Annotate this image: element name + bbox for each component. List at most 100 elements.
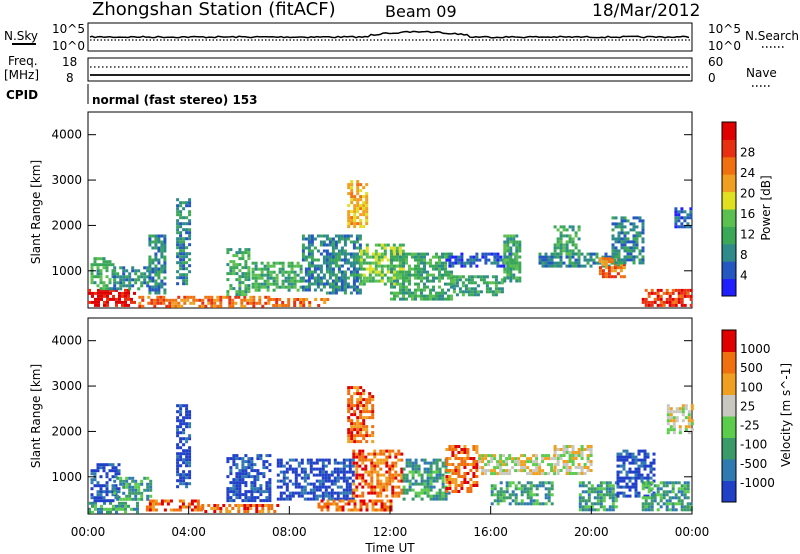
power-cell [352, 288, 356, 292]
velocity-cell [568, 451, 572, 454]
power-cell [556, 252, 560, 256]
power-cell [350, 186, 354, 190]
velocity-cell [385, 482, 389, 486]
power-cell [307, 240, 311, 244]
power-cell [122, 278, 126, 282]
velocity-cell [356, 419, 360, 423]
power-cell [680, 294, 684, 298]
power-cell [154, 252, 158, 256]
power-cell [179, 276, 183, 280]
power-cell [420, 261, 423, 265]
power-cell [674, 219, 678, 223]
velocity-cell [662, 484, 666, 488]
power-cell [94, 303, 97, 307]
power-cell [611, 234, 615, 238]
power-cell [349, 261, 353, 265]
power-cell [365, 267, 369, 271]
power-cell [322, 273, 326, 277]
power-cell [426, 276, 429, 280]
velocity-cell [362, 392, 366, 396]
velocity-cell [628, 467, 632, 471]
velocity-cell [656, 493, 660, 497]
power-cell [598, 266, 602, 270]
velocity-cell [362, 410, 366, 414]
power-cell [163, 258, 167, 262]
power-cell [452, 284, 456, 288]
velocity-cell [414, 482, 418, 486]
velocity-cell [611, 502, 615, 506]
velocity-cell [355, 461, 359, 465]
velocity-cell [285, 494, 289, 498]
velocity-cell [668, 496, 672, 500]
power-cell [541, 258, 545, 262]
power-cell [541, 264, 545, 268]
power-cell [417, 285, 420, 289]
velocity-cell [565, 469, 569, 472]
velocity-cell [574, 451, 578, 454]
velocity-cell [562, 451, 566, 454]
velocity-cell [235, 496, 239, 500]
velocity-cell [535, 484, 539, 488]
power-cell [414, 291, 417, 295]
power-cell [219, 304, 223, 308]
velocity-cell [176, 458, 180, 462]
velocity-cell [96, 499, 100, 503]
velocity-cell [321, 470, 325, 474]
velocity-cell [250, 499, 254, 503]
power-cell [131, 266, 135, 270]
power-cell [88, 291, 91, 295]
velocity-cell [121, 501, 124, 505]
velocity-cell [684, 425, 688, 429]
velocity-cell [128, 497, 132, 501]
power-cell [118, 291, 121, 295]
velocity-cell [672, 410, 676, 414]
velocity-cell [196, 505, 200, 509]
velocity-cell [345, 494, 349, 498]
power-cell [635, 231, 639, 235]
power-cell [452, 281, 456, 285]
velocity-cell [244, 481, 248, 485]
power-cell [355, 234, 359, 238]
power-cell [614, 255, 618, 259]
velocity-cell [253, 463, 257, 467]
velocity-cell [130, 507, 133, 511]
power-cell [512, 258, 516, 262]
velocity-cell [241, 469, 245, 473]
power-cell [616, 266, 620, 270]
power-cell [420, 252, 423, 256]
velocity-cell [176, 431, 180, 435]
power-cell [644, 297, 648, 301]
power-cell [479, 278, 483, 282]
velocity-cell [493, 457, 497, 461]
velocity-cell [364, 455, 368, 459]
power-cell [165, 304, 169, 308]
power-cell [488, 281, 492, 285]
velocity-cell [131, 485, 135, 489]
velocity-cell [279, 479, 283, 483]
velocity-cell [250, 457, 254, 461]
power-cell [503, 246, 507, 250]
power-cell [405, 252, 408, 256]
velocity-cell [556, 469, 560, 472]
power-cell [151, 246, 155, 250]
velocity-cell [330, 491, 334, 495]
power-cell [452, 290, 456, 294]
power-cell [683, 216, 687, 220]
velocity-cell [538, 463, 542, 467]
power-cell [674, 288, 678, 292]
power-cell [518, 249, 522, 253]
velocity-cell [336, 473, 340, 477]
power-cell [362, 210, 366, 214]
velocity-cell [553, 457, 557, 461]
velocity-cell [201, 504, 205, 507]
velocity-ytick-label: 2000 [51, 424, 82, 438]
velocity-cell [550, 481, 554, 485]
power-cell [399, 264, 402, 268]
power-cell [503, 276, 507, 280]
power-cell [467, 275, 471, 279]
velocity-cell [335, 508, 339, 512]
velocity-cell [124, 507, 127, 511]
velocity-cell [444, 494, 448, 498]
power-cell [689, 216, 693, 220]
velocity-cell [596, 508, 600, 512]
